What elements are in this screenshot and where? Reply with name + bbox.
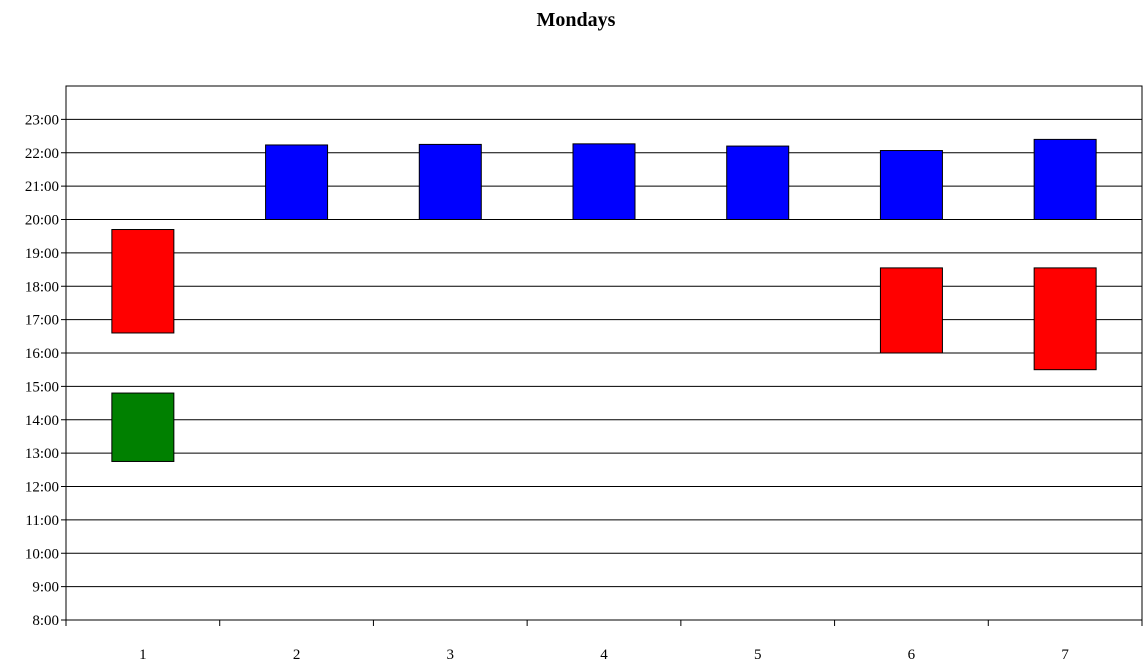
- x-tick-label: 3: [447, 647, 455, 663]
- x-tick-label: 4: [600, 647, 608, 663]
- range-bar: [879, 267, 943, 354]
- y-tick-label: 13:00: [25, 446, 59, 462]
- x-tick-label: 1: [139, 647, 147, 663]
- y-tick-label: 11:00: [25, 513, 59, 529]
- y-tick-label: 9:00: [32, 580, 59, 596]
- bars: [111, 138, 1097, 462]
- range-bar: [726, 145, 790, 220]
- y-tick-label: 18:00: [25, 279, 59, 295]
- range-bar: [418, 143, 482, 220]
- range-bar: [111, 392, 175, 462]
- range-bar: [879, 150, 943, 220]
- x-tick-label: 6: [908, 647, 916, 663]
- y-tick-label: 16:00: [25, 346, 59, 362]
- range-bar: [111, 229, 175, 334]
- y-tick-label: 19:00: [25, 246, 59, 262]
- x-tick-label: 2: [293, 647, 301, 663]
- x-tick-label: 5: [754, 647, 762, 663]
- y-tick-label: 8:00: [32, 613, 59, 629]
- range-bar: [1033, 138, 1097, 220]
- y-tick-label: 14:00: [25, 413, 59, 429]
- y-tick-label: 21:00: [25, 179, 59, 195]
- range-bar: [265, 144, 329, 220]
- range-bar: [572, 143, 636, 221]
- y-tick-label: 10:00: [25, 546, 59, 562]
- range-bar: [1033, 267, 1097, 371]
- y-tick-label: 22:00: [25, 146, 59, 162]
- plot-area-frame: [65, 85, 1143, 621]
- y-tick-label: 23:00: [25, 112, 59, 128]
- y-tick-label: 20:00: [25, 213, 59, 229]
- y-tick-label: 12:00: [25, 480, 59, 496]
- axes: 8:009:0010:0011:0012:0013:0014:0015:0016…: [25, 112, 1143, 663]
- x-tick-label: 7: [1061, 647, 1069, 663]
- y-tick-label: 15:00: [25, 379, 59, 395]
- chart-title: Mondays: [537, 9, 616, 31]
- y-tick-label: 17:00: [25, 313, 59, 329]
